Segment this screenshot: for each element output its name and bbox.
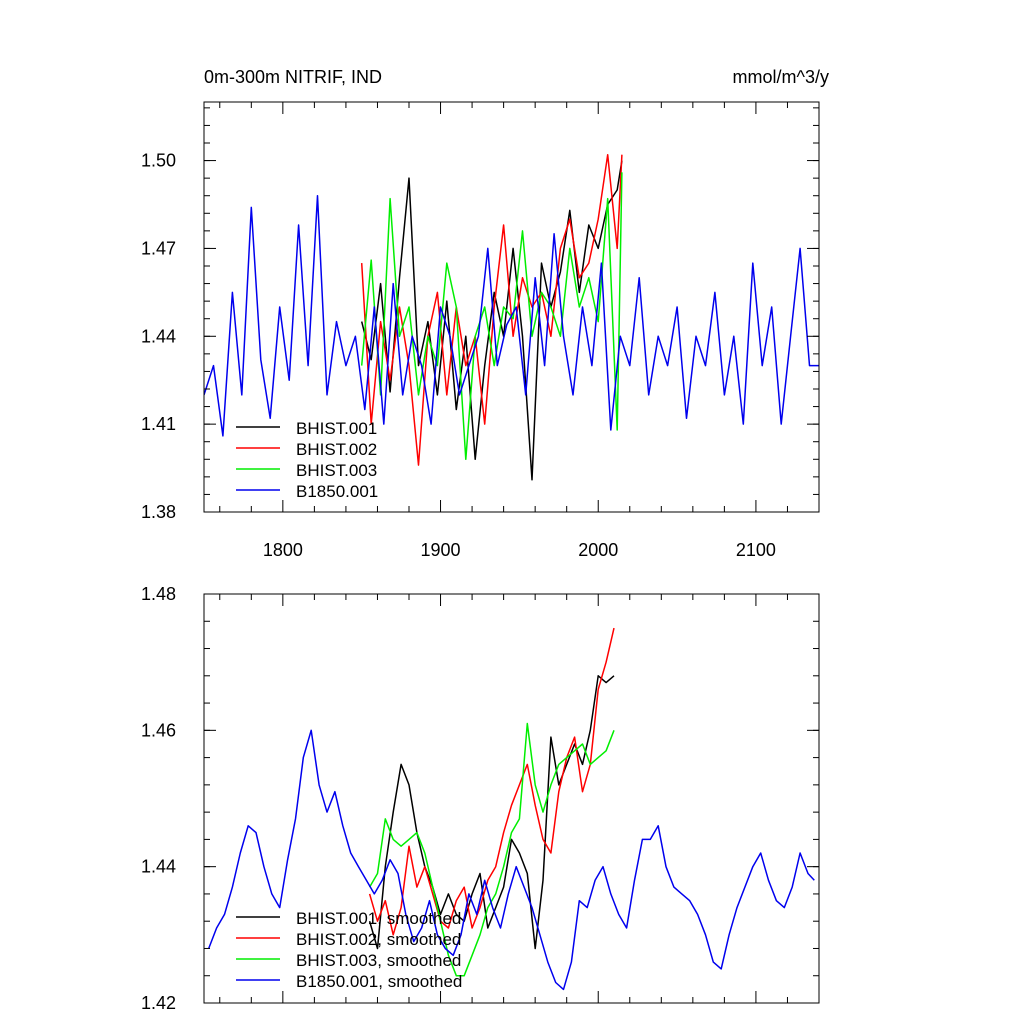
series-line-3 <box>360 172 623 461</box>
series-line-1 <box>360 160 623 481</box>
units-label: mmol/m^3/y <box>733 67 829 87</box>
series-line-2 <box>360 153 623 466</box>
legend-label: BHIST.002, smoothed <box>296 930 461 949</box>
series-line-2 <box>368 627 615 936</box>
bottom-panel: 1.42 1.44 1.46 1.48 BHIST.001, smoothed BHIST… <box>141 584 820 1013</box>
x-tick-label: 2000 <box>578 540 618 560</box>
y-tick-label: 1.44 <box>141 857 176 877</box>
plot-frame <box>203 593 820 1004</box>
y-tick-label: 1.42 <box>141 993 176 1013</box>
series-line-1 <box>368 675 615 950</box>
y-tick-label: 1.47 <box>141 238 176 258</box>
chart-title: 0m-300m NITRIF, IND <box>204 67 382 87</box>
x-tick-label: 1800 <box>263 540 303 560</box>
series-line-3 <box>368 722 615 977</box>
series-line-4 <box>204 194 819 437</box>
y-tick-label: 1.38 <box>141 502 176 522</box>
y-tick-label: 1.50 <box>141 151 176 171</box>
legend-label: B1850.001, smoothed <box>296 972 462 991</box>
y-tick-label: 1.41 <box>141 414 176 434</box>
y-tick-label: 1.48 <box>141 584 176 604</box>
series-line-4 <box>208 729 815 991</box>
plot-frame <box>203 101 820 513</box>
legend-label: BHIST.001 <box>296 419 377 438</box>
legend-label: BHIST.002 <box>296 440 377 459</box>
legend-label: BHIST.003, smoothed <box>296 951 461 970</box>
top-panel: 1.38 1.41 1.44 1.47 1.50 1800 1900 2000 2100 BHIS… <box>141 101 820 560</box>
legend-label: B1850.001 <box>296 482 378 501</box>
x-tick-label: 2100 <box>736 540 776 560</box>
y-tick-label: 1.44 <box>141 326 176 346</box>
legend-label: BHIST.003 <box>296 461 377 480</box>
x-tick-label: 1900 <box>421 540 461 560</box>
legend-label: BHIST.001, smoothed <box>296 909 461 928</box>
y-tick-label: 1.46 <box>141 720 176 740</box>
